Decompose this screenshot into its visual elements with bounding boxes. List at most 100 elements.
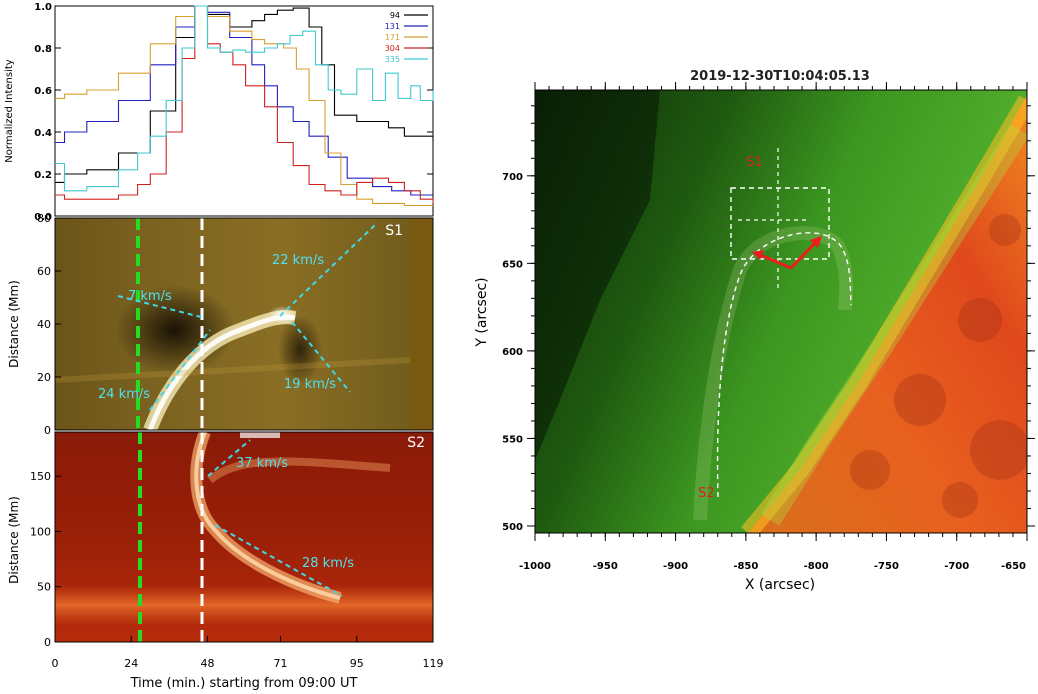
image-ytick-label: 550 [502,434,523,445]
image-ytick-label: 700 [502,172,523,183]
time-xtick-label: 95 [350,657,364,670]
image-xtick-label: -1000 [519,561,551,572]
image-xtick-label: -700 [944,561,969,572]
image-xtick-label: -950 [593,561,618,572]
time-xlabel: Time (min.) starting from 09:00 UT [130,676,358,691]
s1-panel-label: S1 [385,223,403,239]
lightcurve-ytick-label: 0.4 [34,128,52,139]
s2-ylabel: Distance (Mm) [7,496,21,584]
s1-speed-19: 19 km/s [284,377,336,392]
s2-speed-28: 28 km/s [302,556,354,571]
s1-yticks-label: 60 [37,265,51,278]
image-frame [534,89,1028,534]
lightcurve-ytick-label: 1.0 [34,2,52,13]
image-disk-texture [850,214,1027,518]
s2-panel: S2 37 km/s 28 km/s 0 50 100 150 Distance (M… [7,431,434,649]
s2-yticks: 0 50 100 150 [30,470,61,649]
image-zoom-box [730,187,830,260]
s1-yticks-label: 20 [37,371,51,384]
image-arrow-left-head [752,250,764,260]
image-panel: 2019-12-30T10:04:05.13 S1 S2 -1000 -950 -9… [474,69,1035,593]
lightcurve-series-304 [55,5,434,204]
s1-speed-line-19 [291,321,351,393]
lightcurve-legend-label: 131 [385,22,400,31]
s1-edge-strip [410,218,433,430]
lightcurve-ytick-label: 0.8 [34,44,52,55]
image-arrow-left [757,252,792,270]
image-xtick-label: -800 [804,561,829,572]
lightcurve-ytick-label: 0.0 [34,212,52,223]
s1-speed-24: 24 km/s [98,387,150,402]
image-xtick-label: -750 [874,561,899,572]
image-arrow-right-head [810,236,822,248]
lightcurve-series-171 [55,5,433,207]
image-xlabel: X (arcsec) [745,577,815,593]
s1-streak [55,357,411,383]
image-ytick-label: 600 [502,347,523,358]
s2-upper-streak [207,457,391,484]
s2-speed-37: 37 km/s [236,456,288,471]
s2-yticks-label: 50 [37,581,51,594]
image-xtick-label: -850 [733,561,758,572]
image-slit-label-s1: S1 [746,155,763,170]
lightcurve-panel: 0.0 0.2 0.4 0.6 0.8 1.0 94 131 171 304 335 Normal… [4,2,434,223]
s2-base-band [55,585,433,625]
image-solar-limb [741,95,1027,533]
s1-ylabel: Distance (Mm) [7,280,21,368]
time-xtick-label: 0 [52,657,59,670]
s1-speed-line-7 [117,295,206,319]
time-xtick-label: 71 [274,657,288,670]
s1-speed-7: 7 km/s [128,289,172,304]
lightcurve-legend: 94 131 171 304 335 [385,11,428,64]
lightcurve-ytick-label: 0.2 [34,170,52,181]
s1-yticks-label: 0 [44,424,51,437]
image-xticks: -1000 -950 -900 -850 -800 -750 -700 -650 [519,82,1028,572]
s2-yticks-label: 100 [30,525,51,538]
image-xtick-label: -900 [663,561,688,572]
time-xtick-label: 24 [124,657,138,670]
lightcurve-legend-label: 171 [385,33,400,42]
lightcurve-series-131 [55,5,433,196]
image-solar-disk [748,95,1027,533]
image-dark-region [535,90,660,460]
image-title: 2019-12-30T10:04:05.13 [690,69,870,84]
s2-yticks-label: 150 [30,470,51,483]
lightcurve-yticks: 0.0 0.2 0.4 0.6 0.8 1.0 [34,2,433,223]
image-slit-label-s2: S2 [698,486,715,501]
image-arrow-right [789,240,818,270]
s1-dark-region-2 [278,315,322,385]
lightcurve-ytick-label: 0.6 [34,86,52,97]
s1-yticks-label: 80 [37,212,51,225]
time-xtick-label: 48 [200,657,214,670]
lightcurve-lines [55,5,434,207]
image-limb-glow [760,124,1027,526]
time-xtick-label: 119 [423,657,444,670]
s2-panel-label: S2 [407,435,425,451]
s2-yticks-label: 0 [44,636,51,649]
time-xticks: 0 24 48 71 95 119 [52,636,444,670]
s1-speed-line-24 [149,329,211,411]
image-ytick-label: 650 [502,259,523,270]
s2-top-glow [240,432,280,438]
s2-frame [54,431,434,643]
image-yticks: 500 550 600 650 700 [502,105,1035,533]
s1-speed-22: 22 km/s [272,253,324,268]
s2-speed-line-37 [207,439,251,477]
image-ytick-label: 500 [502,522,523,533]
lightcurve-series-335 [55,5,434,192]
image-xtick-label: -650 [1001,561,1026,572]
lightcurve-legend-label: 304 [385,44,400,53]
lightcurve-ylabel: Normalized Intensity [4,59,15,162]
s1-panel: S1 22 km/s 7 km/s 19 km/s 24 km/s 0 20 40 6… [7,212,434,437]
s2-speed-line-28 [214,524,343,597]
lightcurve-legend-label: 335 [385,55,400,64]
image-loop-outline-s2 [716,232,852,498]
s1-speed-line-22 [279,224,376,317]
image-loop-glow [693,226,854,521]
s1-yticks-label: 40 [37,318,51,331]
s1-yticks: 0 20 40 60 80 [37,212,61,437]
image-ylabel: Y (arcsec) [474,277,490,347]
lightcurve-legend-label: 94 [390,11,400,20]
s2-bright-arc-core [194,432,341,600]
